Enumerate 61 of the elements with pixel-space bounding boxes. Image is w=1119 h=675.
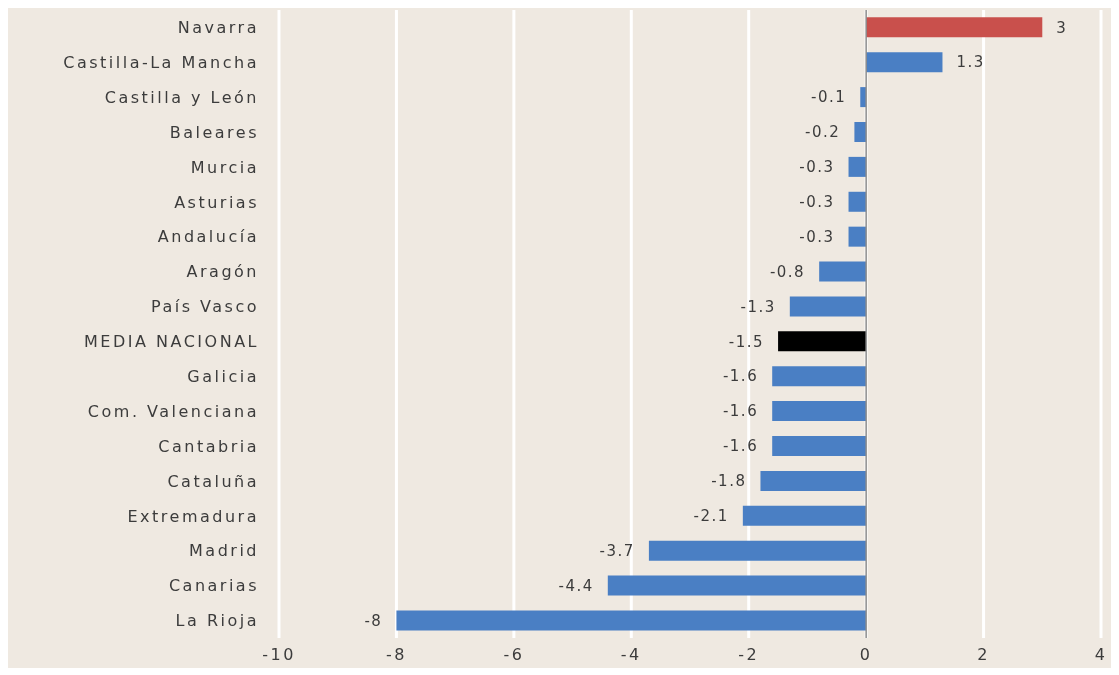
bar [772,435,867,456]
bar [742,505,867,526]
x-tick-label: 4 [1094,645,1108,665]
bar [778,331,867,352]
data-label: -0.1 [810,88,847,107]
x-tick-label: 2 [977,645,990,665]
bar [760,470,867,491]
y-tick-label: Asturias [174,192,259,212]
y-tick-label: Galicia [187,367,259,387]
data-label: -0.3 [799,158,835,177]
x-tick-label: -8 [385,645,407,665]
bar [396,610,867,631]
y-tick-label: Navarra [177,18,259,38]
y-tick-label: Com. Valenciana [87,401,259,421]
data-label: -1.5 [728,332,765,351]
y-tick-label: Madrid [189,541,259,561]
x-tick-label: -2 [738,645,760,665]
data-label: -2.1 [693,507,729,526]
bar [848,191,867,212]
bar [648,540,867,561]
x-tick-label: -4 [620,645,642,665]
data-label: -0.8 [769,262,806,281]
y-tick-label: País Vasco [150,297,259,317]
data-label: -0.3 [799,227,835,246]
data-label: -1.8 [711,472,747,491]
y-tick-label: Baleares [169,122,259,142]
y-tick-label: Castilla y León [104,87,259,107]
y-tick-label: Aragón [186,262,259,282]
x-tick-label: 0 [859,645,873,665]
data-label: 1.3 [956,53,985,72]
y-tick-label: Cataluña [167,471,259,491]
x-tick-label: -6 [503,645,525,665]
data-label: -1.6 [722,402,759,421]
data-label: -8 [364,611,383,630]
y-tick-label: Canarias [168,576,259,596]
data-label: -3.7 [599,541,635,560]
y-tick-label: Castilla-La Mancha [63,53,259,73]
data-label: -1.6 [722,437,759,456]
data-label: -1.6 [722,367,759,386]
y-tick-label: Extremadura [127,506,259,526]
bar [772,366,867,387]
x-tick-label: -10 [262,645,296,665]
bar [854,121,867,142]
bar [866,17,1043,38]
y-tick-label: MEDIA NACIONAL [84,332,259,352]
data-label: -4.4 [558,576,594,595]
bar [848,226,867,247]
data-label: -1.3 [740,297,776,316]
y-tick-label: Murcia [190,157,259,177]
bar [848,156,867,177]
y-tick-label: Andalucía [157,227,259,247]
y-tick-label: Cantabria [158,436,259,456]
data-label: -0.3 [799,193,835,212]
data-label: -0.2 [805,123,841,142]
bar [772,401,867,422]
bar [607,575,867,596]
bar [789,296,867,317]
data-label: 3 [1056,18,1068,37]
bar [866,52,943,73]
bar [819,261,867,282]
y-tick-label: La Rioja [175,611,259,631]
